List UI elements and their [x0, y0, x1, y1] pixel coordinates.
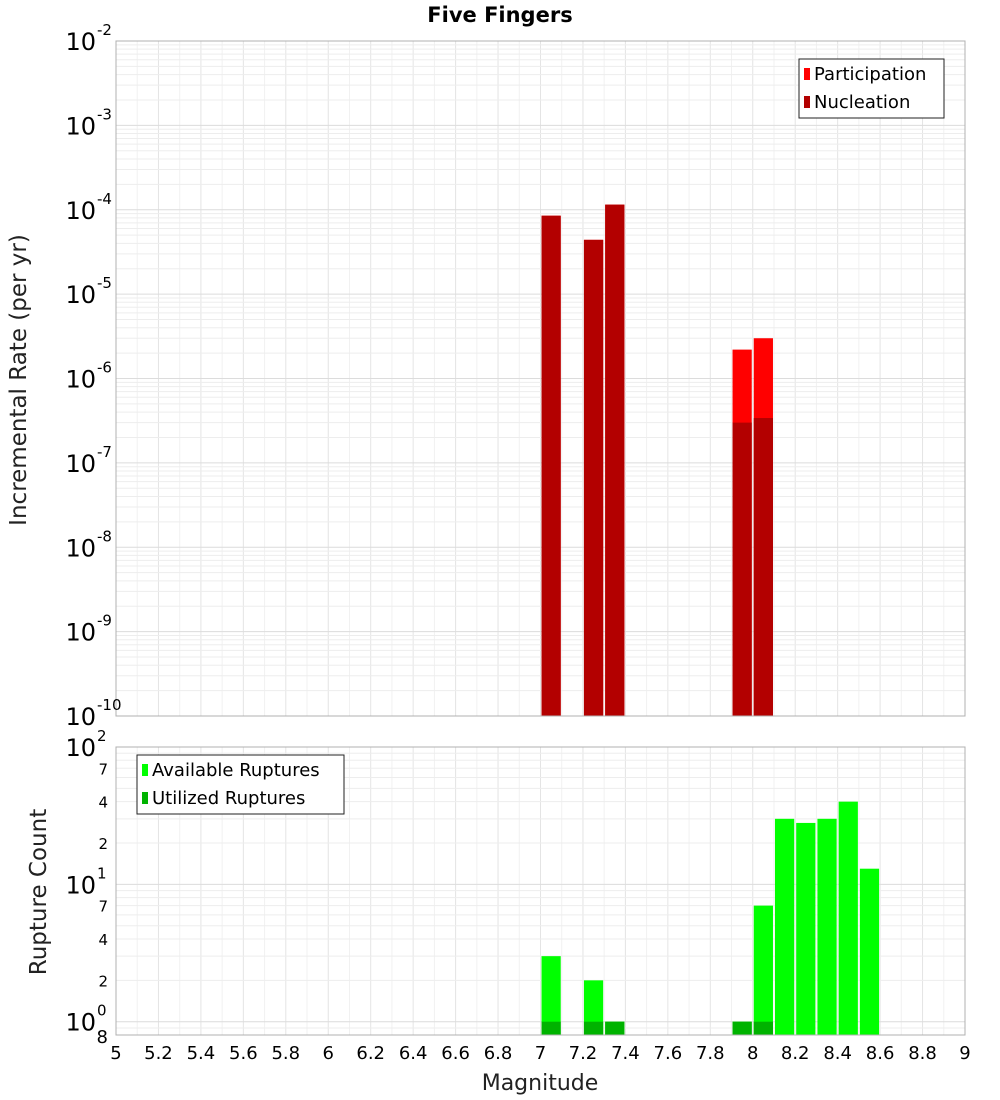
- chart-title: Five Fingers: [427, 3, 572, 27]
- legend-box: [136, 754, 345, 815]
- y-axis-label: Incremental Rate (per yr): [6, 234, 32, 526]
- bar-available-ruptures: [859, 868, 880, 1035]
- x-tick-label: 8.6: [866, 1043, 895, 1064]
- x-tick-label: 8.8: [908, 1043, 937, 1064]
- legend-label: Participation: [814, 64, 926, 85]
- y-tick-label: 7: [98, 760, 108, 778]
- x-tick-label: 5.2: [144, 1043, 173, 1064]
- y-tick-label: 10: [65, 534, 96, 562]
- x-tick-label: 5.4: [187, 1043, 216, 1064]
- y-tick-label: 10: [65, 450, 96, 478]
- y-tick-label: -5: [97, 274, 112, 292]
- x-tick-label: 5: [110, 1043, 121, 1064]
- y-tick-label: 10: [65, 28, 96, 56]
- bar-available-ruptures: [753, 905, 773, 1035]
- x-tick-label: 6.8: [484, 1043, 513, 1064]
- x-tick-label: 7.4: [611, 1043, 640, 1064]
- y-tick-label: -4: [97, 190, 112, 208]
- x-tick-label: 6: [323, 1043, 334, 1064]
- x-tick-label: 8: [747, 1043, 758, 1064]
- y-tick-label: -8: [97, 527, 112, 545]
- bar-available-ruptures: [796, 822, 816, 1035]
- x-axis-label: Magnitude: [482, 1071, 599, 1096]
- y-tick-label: 7: [98, 898, 108, 916]
- x-tick-label: 6.4: [399, 1043, 428, 1064]
- y-tick-label: -3: [97, 105, 112, 123]
- bar-utilized-ruptures: [605, 1021, 625, 1035]
- bar-available-ruptures: [838, 801, 858, 1035]
- y-tick-label: -7: [97, 443, 112, 461]
- x-tick-label: 6.2: [356, 1043, 385, 1064]
- bar-utilized-ruptures: [541, 1021, 561, 1035]
- y-tick-label: 2: [98, 972, 108, 990]
- bar-utilized-ruptures: [732, 1021, 752, 1035]
- y-tick-label: -2: [97, 21, 112, 39]
- y-tick-label: 2: [98, 835, 108, 853]
- bar-nucleation: [753, 418, 773, 716]
- x-tick-label: 8.2: [781, 1043, 810, 1064]
- legend-label: Available Ruptures: [152, 760, 320, 781]
- y-tick-label: 10: [65, 112, 96, 140]
- x-tick-label: 7: [535, 1043, 546, 1064]
- y-tick-label: 10: [65, 366, 96, 394]
- y-tick-label: 10: [65, 871, 96, 899]
- y-tick-label: 4: [98, 794, 108, 812]
- x-tick-label: 7.6: [654, 1043, 683, 1064]
- bar-nucleation: [541, 215, 561, 717]
- bar-available-ruptures: [541, 956, 561, 1035]
- bar-utilized-ruptures: [753, 1021, 773, 1035]
- y-tick-label: 10: [65, 197, 96, 225]
- x-tick-label: 7.2: [569, 1043, 598, 1064]
- y-tick-label: 2: [97, 727, 107, 745]
- y-tick-label: 10: [65, 1009, 96, 1037]
- plot-frame-0: [115, 40, 966, 717]
- y-tick-label: -9: [97, 612, 112, 630]
- x-tick-label: 6.6: [441, 1043, 470, 1064]
- legend-swatch: [804, 96, 810, 108]
- y-tick-label: 10: [65, 281, 96, 309]
- y-tick-label: 10: [65, 703, 96, 731]
- y-tick-label: 10: [65, 734, 96, 762]
- legend-swatch: [142, 792, 148, 804]
- bar-available-ruptures: [583, 980, 604, 1035]
- x-tick-label: 5.8: [271, 1043, 300, 1064]
- y-tick-label: 0: [97, 1002, 107, 1020]
- x-tick-label: 7.8: [696, 1043, 725, 1064]
- legend-swatch: [142, 764, 148, 776]
- y-tick-label: -6: [97, 359, 112, 377]
- y-tick-label: 4: [98, 931, 108, 949]
- x-tick-label: 9: [959, 1043, 970, 1064]
- y-tick-label: 1: [97, 864, 107, 882]
- bar-nucleation: [583, 239, 604, 716]
- bar-nucleation: [732, 422, 752, 716]
- legend-box: [798, 58, 945, 119]
- y-axis-label: Rupture Count: [26, 809, 52, 975]
- legend-label: Nucleation: [814, 92, 910, 113]
- bar-utilized-ruptures: [583, 1021, 604, 1035]
- bar-nucleation: [605, 204, 625, 717]
- y-tick-label: -10: [97, 696, 122, 714]
- legend-swatch: [804, 68, 810, 80]
- y-tick-label: 8: [97, 1027, 108, 1048]
- x-tick-label: 8.4: [823, 1043, 852, 1064]
- x-tick-label: 5.6: [229, 1043, 258, 1064]
- bar-available-ruptures: [817, 818, 837, 1035]
- bar-available-ruptures: [774, 818, 795, 1035]
- plot-frame-1: [115, 746, 966, 1036]
- y-tick-label: 10: [65, 619, 96, 647]
- legend-label: Utilized Ruptures: [152, 788, 305, 809]
